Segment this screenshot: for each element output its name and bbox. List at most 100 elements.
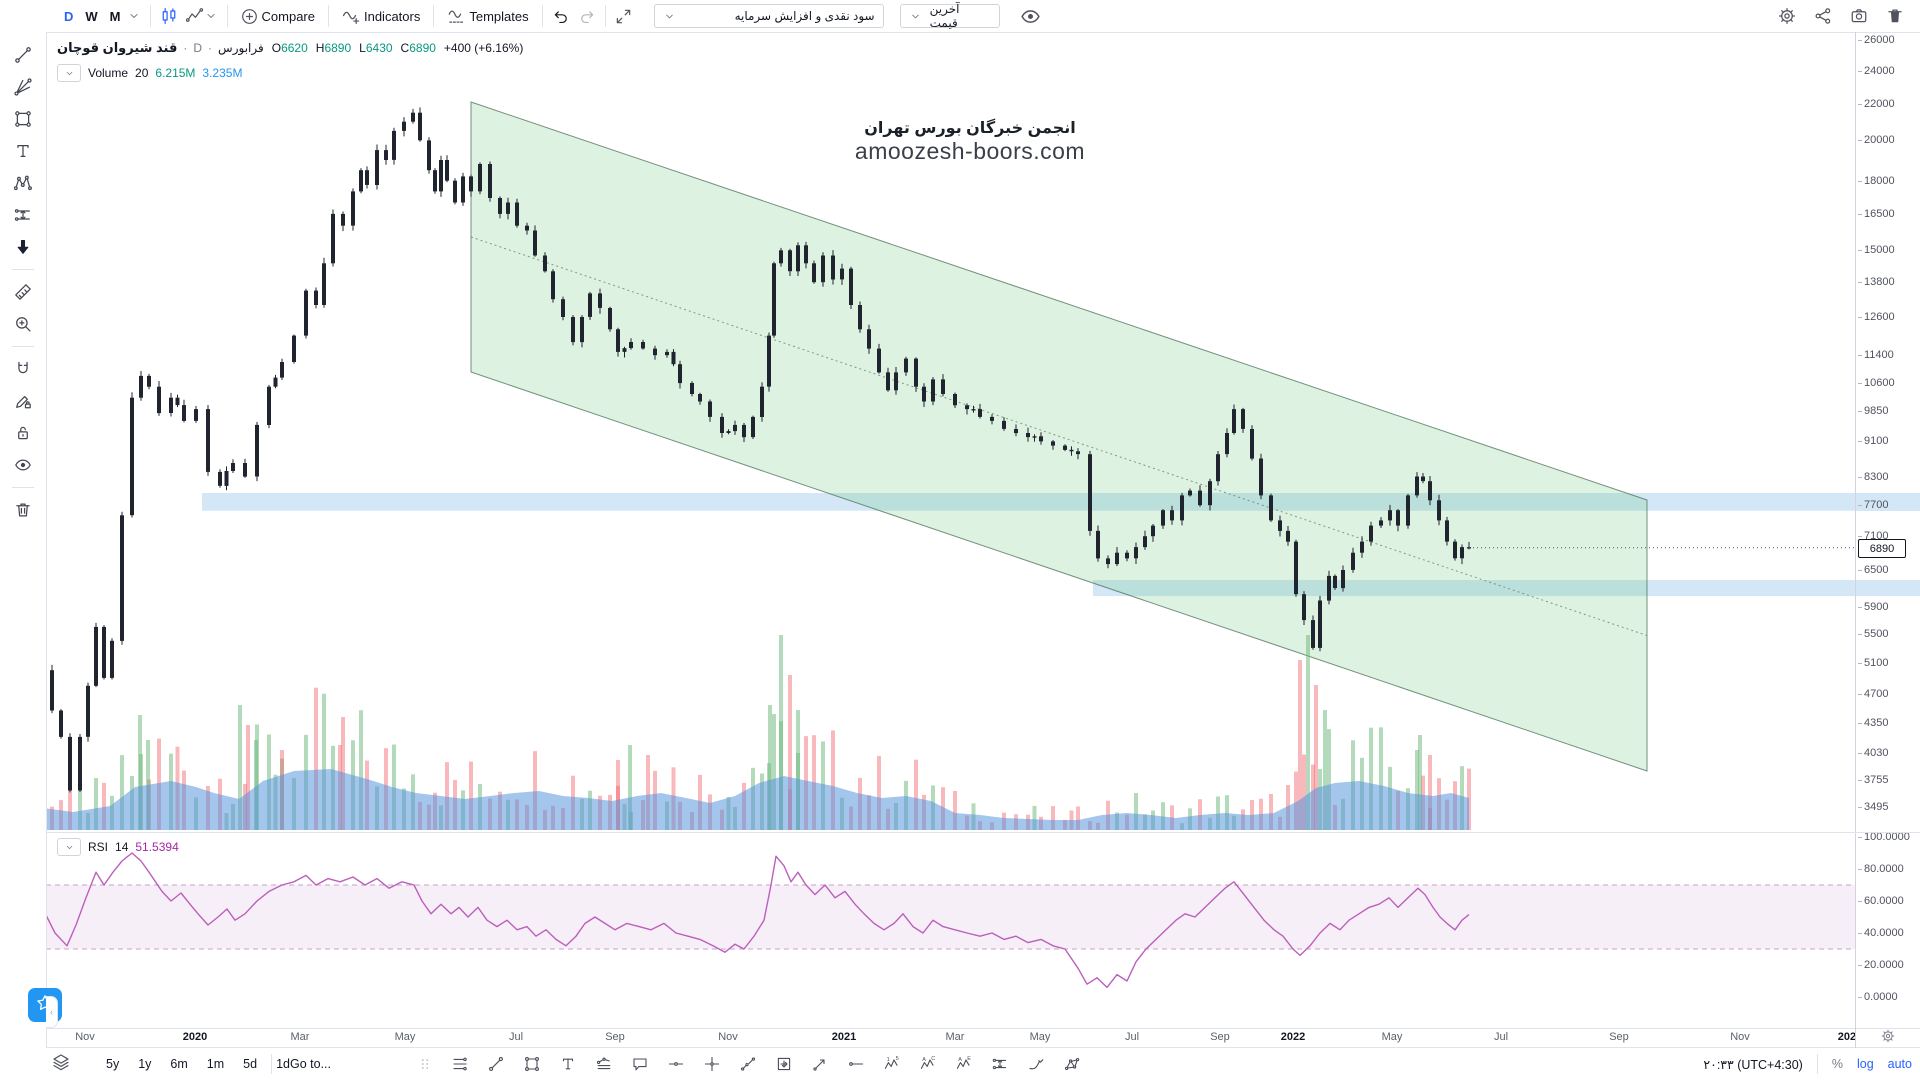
zoom-in-icon[interactable] (8, 309, 38, 339)
shapes-icon[interactable] (8, 104, 38, 134)
toolbar-separator (604, 5, 606, 27)
price-tick: 13800 (1858, 276, 1895, 288)
price-type-select[interactable]: آخرین قیمت (899, 2, 1000, 30)
time-axis[interactable]: Nov 2020 Mar May Jul Sep Nov 2021 Mar May Jul Sep 20… (46, 1028, 1855, 1048)
time-label: Sep (1210, 1031, 1230, 1043)
price-tick: 5100 (1857, 657, 1889, 669)
arrow-marker-icon[interactable] (812, 1056, 828, 1072)
text-icon[interactable] (8, 136, 38, 166)
volume-label[interactable]: Volume (88, 66, 129, 80)
corporate-event-select[interactable]: سود نقدی و افزایش سرمایه (653, 4, 884, 28)
rsi-tick: 20.0000 (1858, 959, 1904, 971)
indicators-button[interactable]: Indicators (338, 7, 424, 25)
interval-daily-button[interactable]: D (64, 8, 74, 24)
interval-chevron-down-icon[interactable] (127, 9, 141, 23)
pane-separator[interactable] (0, 832, 1920, 833)
brush-icon[interactable] (1028, 1056, 1044, 1072)
redo-icon[interactable] (579, 8, 596, 25)
axis-settings-corner[interactable] (1856, 1028, 1920, 1048)
sidebar-divider (12, 269, 34, 270)
range-1d-button[interactable]: 1d (276, 1057, 290, 1071)
callout-icon[interactable] (632, 1056, 648, 1072)
svg-text:C: C (931, 1056, 935, 1062)
rsi-collapse-button[interactable] (57, 838, 81, 856)
trend-line-icon[interactable] (488, 1056, 504, 1072)
chart-type-candles-icon[interactable] (160, 7, 178, 25)
price-tick: 7700 (1857, 499, 1889, 511)
range-1y-button[interactable]: 1y (138, 1057, 152, 1071)
chart-canvas[interactable] (46, 32, 1855, 1028)
rsi-tick: 0.0000 (1858, 991, 1898, 1003)
range-5y-button[interactable]: 5y (106, 1057, 120, 1071)
drawing-lock-icon[interactable] (8, 386, 38, 416)
pitchfan-icon[interactable] (596, 1056, 612, 1072)
rsi-tick: 40.0000 (1858, 927, 1904, 939)
remove-all-icon[interactable] (8, 495, 38, 525)
eye-icon[interactable] (1020, 6, 1041, 27)
sidebar-collapse-handle[interactable]: ‹ (46, 996, 58, 1028)
volume-collapse-button[interactable] (57, 64, 81, 82)
svg-text:E: E (967, 1056, 971, 1062)
templates-button[interactable]: Templates (443, 7, 532, 25)
pattern-icon[interactable] (1064, 1056, 1080, 1072)
date-price-range-icon[interactable] (776, 1056, 792, 1072)
projection-icon[interactable] (8, 200, 38, 230)
templates-icon (447, 7, 465, 25)
share-icon[interactable] (1814, 7, 1832, 25)
symbol-name[interactable]: قند شیروان قوچان (57, 40, 178, 55)
watermark: انجمن خبرگان بورس تهران amoozesh-boors.c… (830, 118, 1110, 165)
magnet-icon[interactable] (8, 354, 38, 384)
price-tick: 9100 (1857, 435, 1889, 447)
rsi-label[interactable]: RSI (88, 840, 109, 854)
fullscreen-icon[interactable] (615, 8, 632, 25)
projection-icon[interactable] (992, 1056, 1008, 1072)
parallel-channel-icon[interactable] (740, 1056, 756, 1072)
watermark-line1: انجمن خبرگان بورس تهران (864, 120, 1076, 137)
range-6m-button[interactable]: 6m (170, 1057, 188, 1071)
remove-icon[interactable] (1886, 7, 1904, 25)
time-label: Nov (718, 1031, 738, 1043)
compare-button[interactable]: Compare (237, 8, 319, 25)
xabcd-pattern-icon[interactable] (8, 168, 38, 198)
auto-scale-button[interactable]: auto (1887, 1057, 1912, 1071)
line-tool-chevron-down-icon[interactable] (204, 9, 218, 23)
axis-gear-icon (1881, 1029, 1895, 1048)
percent-scale-button[interactable]: % (1831, 1057, 1843, 1071)
settings-icon[interactable] (1778, 7, 1796, 25)
line-tool-icon[interactable] (185, 7, 204, 25)
lock-all-icon[interactable] (8, 418, 38, 448)
interval-weekly-button[interactable]: W (85, 8, 98, 24)
range-5d-button[interactable]: 5d (243, 1057, 258, 1071)
horizontal-line-icon[interactable] (668, 1056, 684, 1072)
ohlc-open: O6620 (271, 41, 308, 55)
ruler-icon[interactable] (8, 277, 38, 307)
undo-icon[interactable] (552, 8, 569, 25)
clock-timezone[interactable]: ۲۰:۳۳ (UTC+4:30) (1703, 1057, 1803, 1072)
rectangle-icon[interactable] (524, 1056, 540, 1072)
arrow-mark-icon[interactable] (8, 232, 38, 262)
price-tick: 4350 (1857, 717, 1889, 729)
trend-line-icon[interactable] (8, 40, 38, 70)
price-tick: 20000 (1858, 134, 1895, 146)
object-tree-button[interactable] (52, 1053, 70, 1076)
horizontal-ray-icon[interactable] (848, 1056, 864, 1072)
cross-line-icon[interactable] (704, 1056, 720, 1072)
drag-handle-icon[interactable] (418, 1057, 432, 1071)
time-label: Nov (75, 1031, 95, 1043)
text-icon[interactable] (560, 1056, 576, 1072)
log-scale-button[interactable]: log (1856, 1057, 1874, 1071)
price-axis[interactable]: 26000 24000 22000 20000 18000 16500 15000 13800… (1856, 32, 1920, 1028)
goto-button[interactable]: Go to... (290, 1057, 331, 1071)
svg-text:A: A (958, 1057, 962, 1063)
snapshot-icon[interactable] (1850, 7, 1868, 25)
chart-area[interactable] (46, 32, 1855, 1028)
interval-monthly-button[interactable]: M (109, 8, 121, 24)
fib-retracement-icon[interactable] (452, 1056, 468, 1072)
hide-all-icon[interactable] (8, 450, 38, 480)
gann-fib-icon[interactable] (8, 72, 38, 102)
range-1m-button[interactable]: 1m (206, 1057, 225, 1071)
price-tick: 18000 (1858, 175, 1895, 187)
